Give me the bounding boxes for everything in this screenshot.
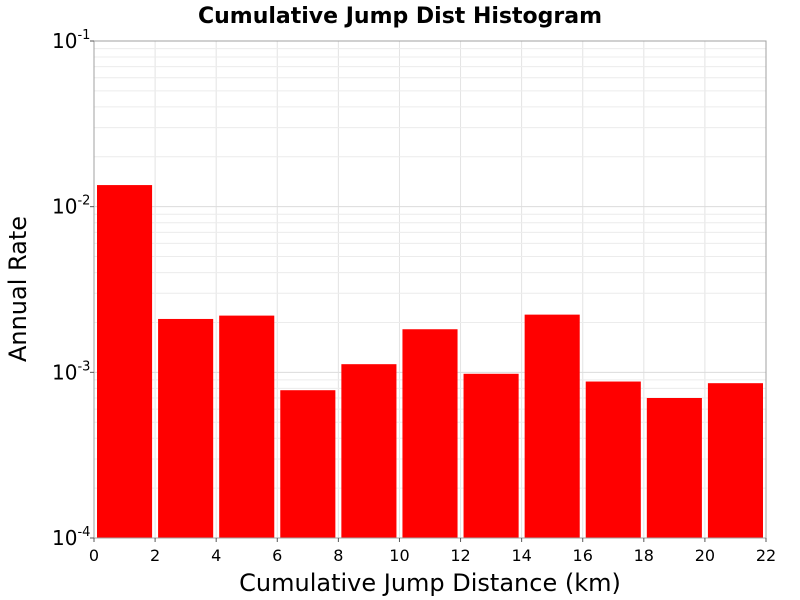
- histogram-bar: [585, 381, 641, 538]
- plot-border: [93, 40, 767, 539]
- histogram-bar: [341, 364, 397, 538]
- x-tick-label: 4: [211, 546, 221, 565]
- histogram-bar: [707, 383, 763, 538]
- chart-title: Cumulative Jump Dist Histogram: [198, 4, 602, 29]
- x-tick-label: 18: [634, 546, 654, 565]
- histogram-bar: [646, 397, 702, 538]
- histogram-bar: [463, 373, 519, 538]
- y-tick-label: 10-4: [52, 525, 90, 550]
- x-tick-label: 12: [450, 546, 470, 565]
- x-tick-label: 10: [389, 546, 409, 565]
- bars: [97, 185, 763, 538]
- histogram-bar: [97, 185, 153, 538]
- histogram-bar: [219, 315, 275, 538]
- x-axis-label: Cumulative Jump Distance (km): [239, 569, 621, 597]
- x-axis: 0 2 4 6 8 10 12 14 16 18 20 22: [89, 538, 776, 565]
- histogram-bar: [280, 390, 336, 538]
- x-tick-label: 14: [511, 546, 531, 565]
- histogram-bar: [402, 329, 458, 538]
- histogram-bar: [524, 314, 580, 538]
- x-tick-label: 22: [756, 546, 776, 565]
- y-axis: 10-4 10-3 10-2 10-1: [52, 28, 94, 550]
- y-tick-label: 10-3: [52, 359, 90, 384]
- y-axis-label: Annual Rate: [4, 216, 32, 362]
- y-tick-label: 10-2: [52, 194, 90, 219]
- y-tick-label: 10-1: [52, 28, 90, 53]
- x-tick-label: 0: [89, 546, 99, 565]
- histogram-bar: [158, 318, 214, 538]
- x-tick-label: 8: [333, 546, 343, 565]
- x-tick-label: 6: [272, 546, 282, 565]
- x-tick-label: 16: [573, 546, 593, 565]
- x-tick-label: 20: [695, 546, 715, 565]
- x-tick-label: 2: [150, 546, 160, 565]
